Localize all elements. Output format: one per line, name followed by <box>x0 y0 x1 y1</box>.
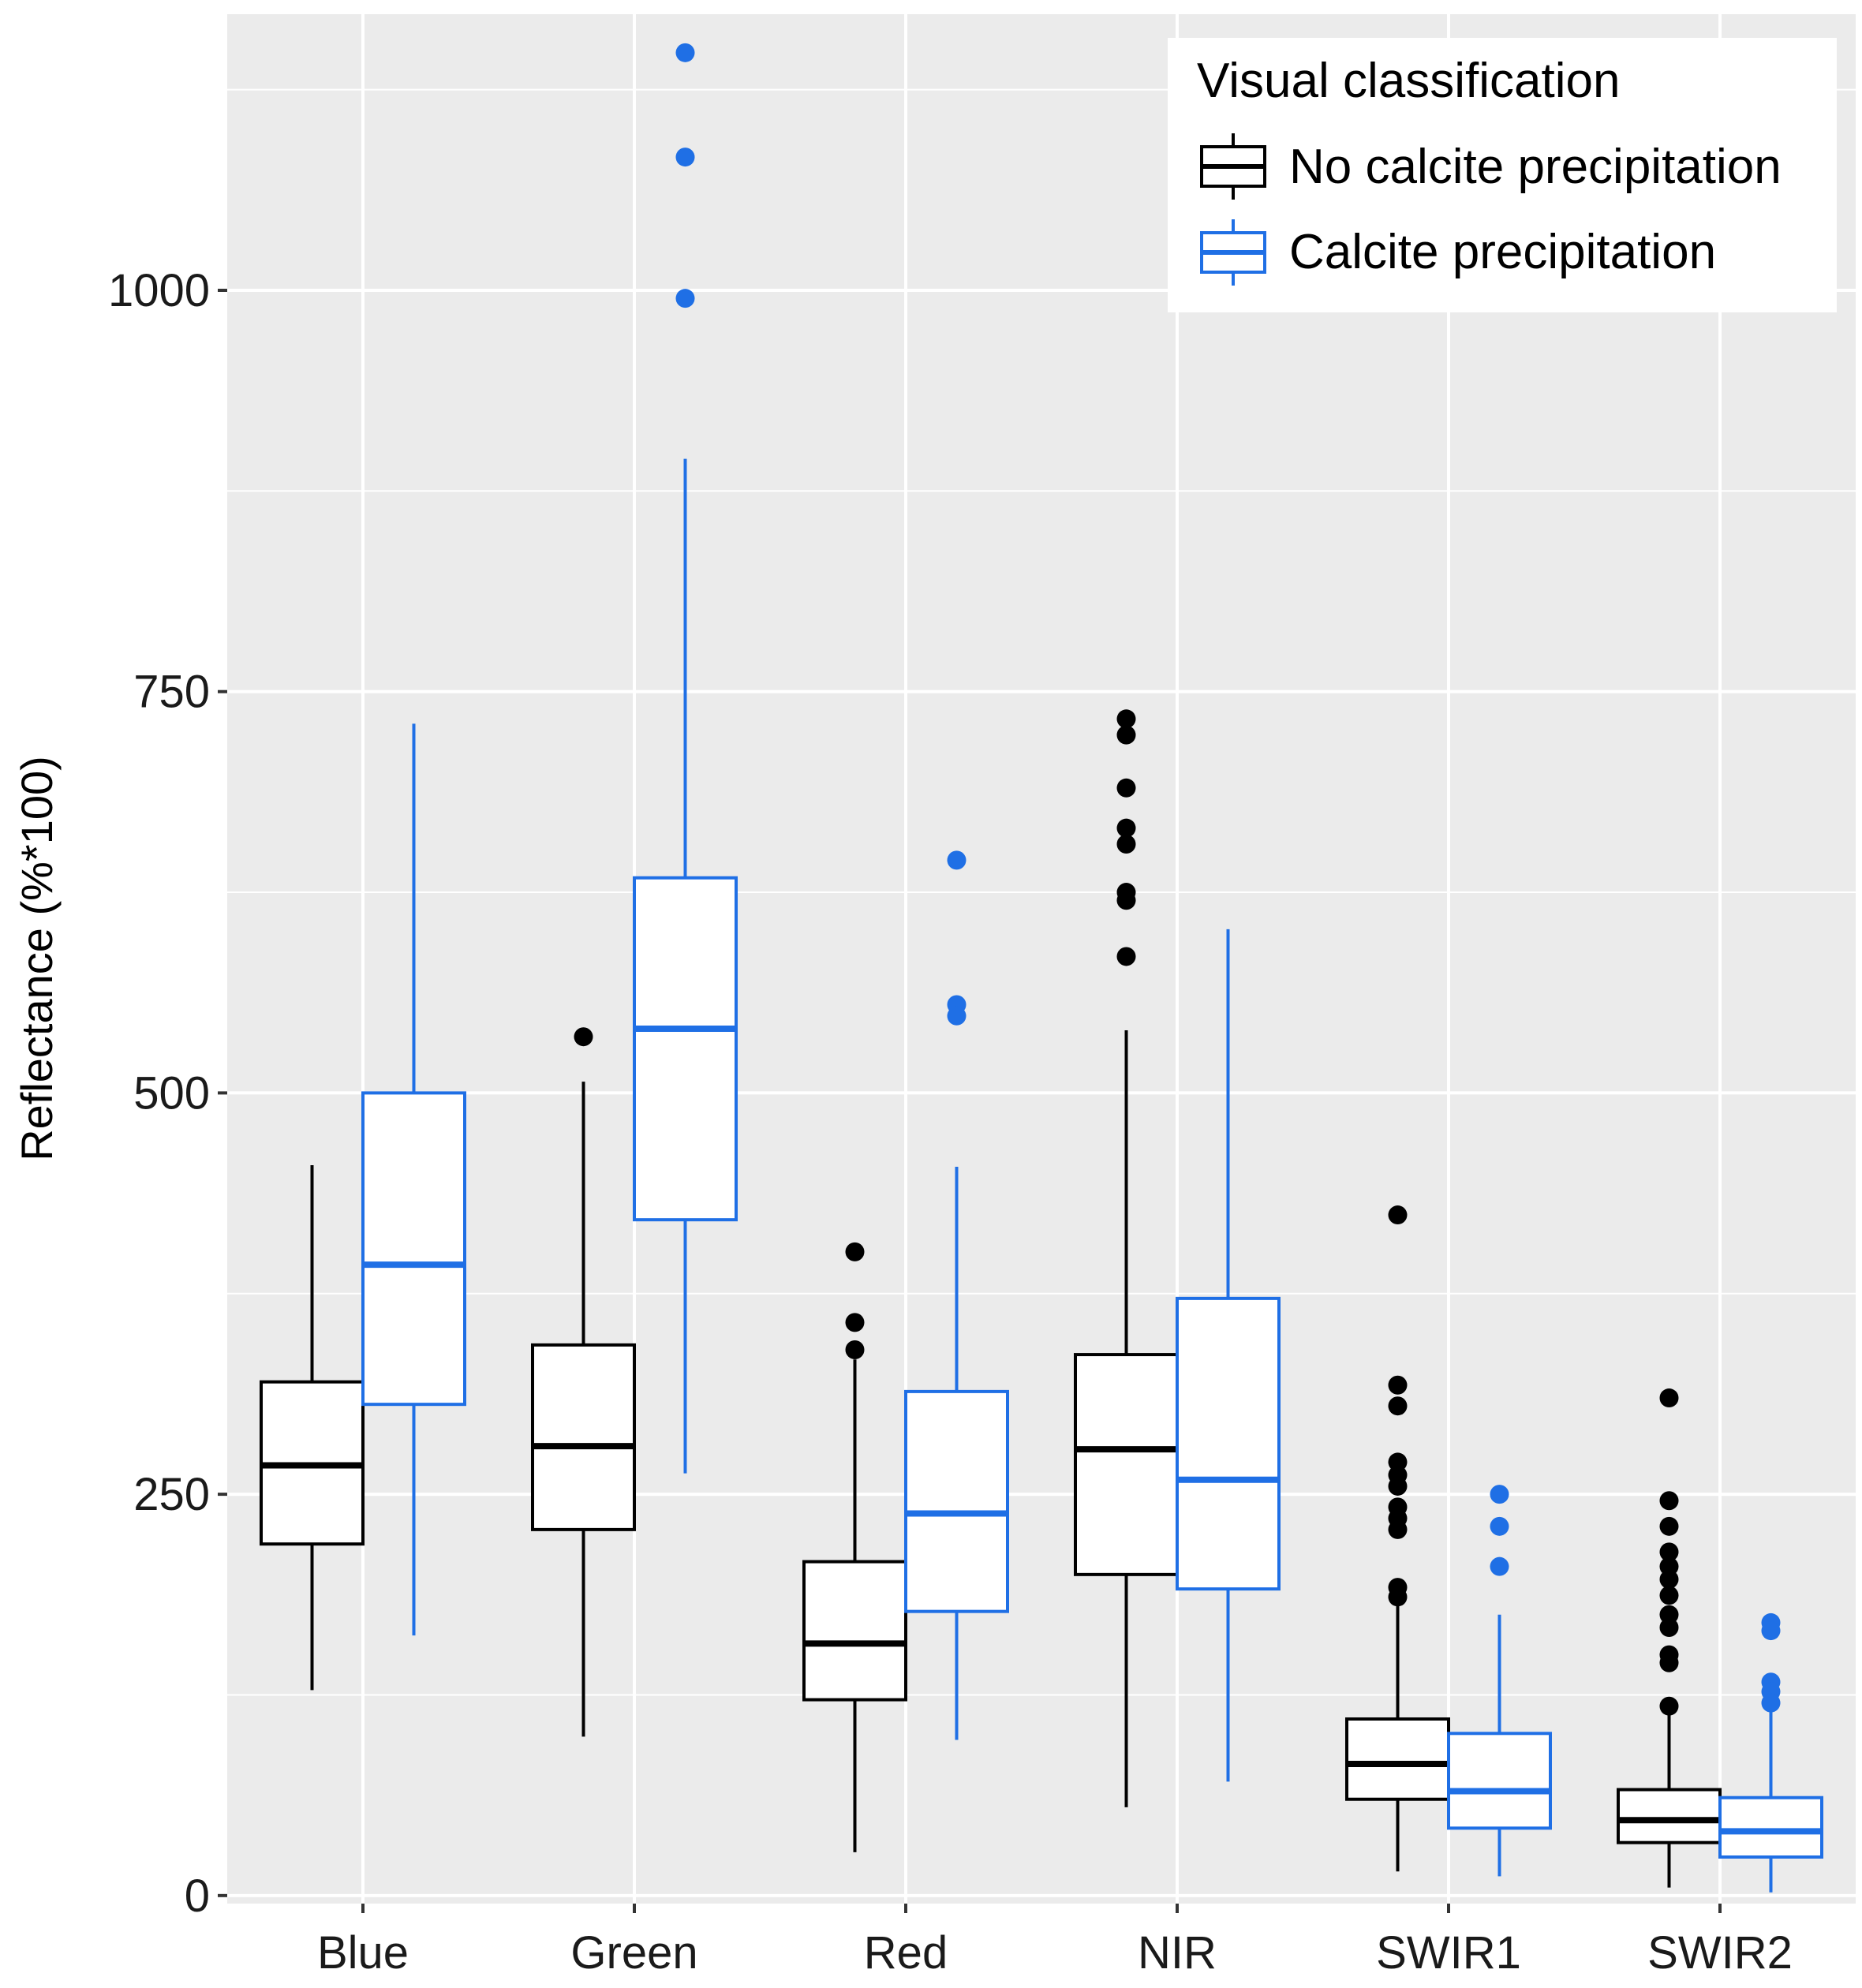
box-body <box>1447 1732 1552 1830</box>
outlier-point <box>1490 1485 1509 1504</box>
box-red-no-calcite <box>802 1242 907 1852</box>
outlier-point <box>1388 1587 1408 1607</box>
outlier-point <box>1659 1388 1679 1408</box>
x-axis: Blue Green Red NIR SWIR1 SWIR2 <box>317 1904 1793 1979</box>
y-tick-label: 250 <box>133 1469 210 1520</box>
x-tick-label: Red <box>864 1927 948 1979</box>
box-blue-calcite <box>361 723 466 1636</box>
outlier-point <box>1659 1491 1679 1511</box>
box-body <box>1345 1717 1450 1801</box>
outlier-point <box>1116 947 1136 966</box>
outlier-point <box>1116 818 1136 838</box>
box-body <box>1074 1353 1179 1576</box>
box-swir2-calcite <box>1718 1612 1823 1893</box>
box-body <box>531 1343 636 1531</box>
outlier-point <box>845 1313 865 1332</box>
x-tick-label: Green <box>570 1927 697 1979</box>
legend-label-no-calcite: No calcite precipitation <box>1289 140 1782 194</box>
legend-title: Visual classification <box>1197 54 1620 108</box>
legend-key-no-calcite <box>1200 133 1266 200</box>
box-body <box>361 1091 466 1407</box>
minor-gridlines <box>227 88 1856 1696</box>
outlier-point <box>1490 1556 1509 1576</box>
outlier-point <box>1659 1569 1679 1589</box>
outlier-point <box>845 1340 865 1359</box>
y-axis: 0 250 500 750 1000 <box>108 265 227 1922</box>
box-swir2-no-calcite <box>1617 1388 1722 1888</box>
box-green-no-calcite <box>531 1027 636 1737</box>
box-nir-no-calcite <box>1074 709 1179 1807</box>
outlier-point <box>1388 1519 1408 1539</box>
outlier-point <box>1116 778 1136 798</box>
outlier-point <box>1116 725 1136 745</box>
x-tick-label: NIR <box>1138 1927 1217 1979</box>
box-body <box>1617 1788 1722 1844</box>
outlier-point <box>1659 1653 1679 1672</box>
outlier-point <box>1659 1618 1679 1638</box>
box-layer <box>260 43 1823 1893</box>
outlier-point <box>1490 1516 1509 1536</box>
box-body <box>1718 1796 1823 1859</box>
box-body <box>1176 1296 1281 1591</box>
y-tick-label: 0 <box>185 1870 210 1922</box>
box-swir1-calcite <box>1447 1485 1552 1877</box>
outlier-point <box>1116 835 1136 854</box>
y-axis-title: Reflectance (%*100) <box>12 756 62 1161</box>
x-tick-label: Blue <box>317 1927 409 1979</box>
outlier-point <box>1388 1476 1408 1496</box>
y-tick-label: 1000 <box>108 265 210 316</box>
box-body <box>904 1389 1009 1613</box>
outlier-point <box>1659 1586 1679 1605</box>
outlier-point <box>675 148 695 167</box>
plot-panel <box>227 14 1856 1904</box>
box-green-calcite <box>633 43 738 1474</box>
y-tick-label: 500 <box>133 1067 210 1119</box>
box-nir-calcite <box>1176 929 1281 1782</box>
legend-background <box>1168 38 1837 312</box>
outlier-point <box>574 1027 593 1047</box>
outlier-point <box>1659 1542 1679 1562</box>
box-body <box>633 876 738 1222</box>
outlier-point <box>1761 1621 1781 1641</box>
outlier-point <box>845 1242 865 1261</box>
box-swir1-no-calcite <box>1345 1205 1450 1872</box>
outlier-point <box>675 43 695 62</box>
x-tick-label: SWIR2 <box>1647 1927 1793 1979</box>
outlier-point <box>1761 1693 1781 1713</box>
outlier-point <box>1116 891 1136 910</box>
legend-key-calcite <box>1200 219 1266 286</box>
legend-label-calcite: Calcite precipitation <box>1289 225 1716 279</box>
x-tick-label: SWIR1 <box>1376 1927 1521 1979</box>
outlier-point <box>1659 1516 1679 1536</box>
y-tick-label: 750 <box>133 667 210 718</box>
outlier-point <box>947 1006 967 1026</box>
outlier-point <box>1388 1396 1408 1416</box>
outlier-point <box>947 850 967 870</box>
box-blue-no-calcite <box>260 1164 365 1691</box>
legend: Visual classification No calcite precipi… <box>1168 38 1837 312</box>
outlier-point <box>675 289 695 308</box>
outlier-point <box>1388 1375 1408 1395</box>
outlier-point <box>1116 709 1136 729</box>
box-red-calcite <box>904 850 1009 1740</box>
outlier-point <box>1659 1696 1679 1716</box>
outlier-point <box>1388 1205 1408 1225</box>
box-body <box>802 1560 907 1702</box>
